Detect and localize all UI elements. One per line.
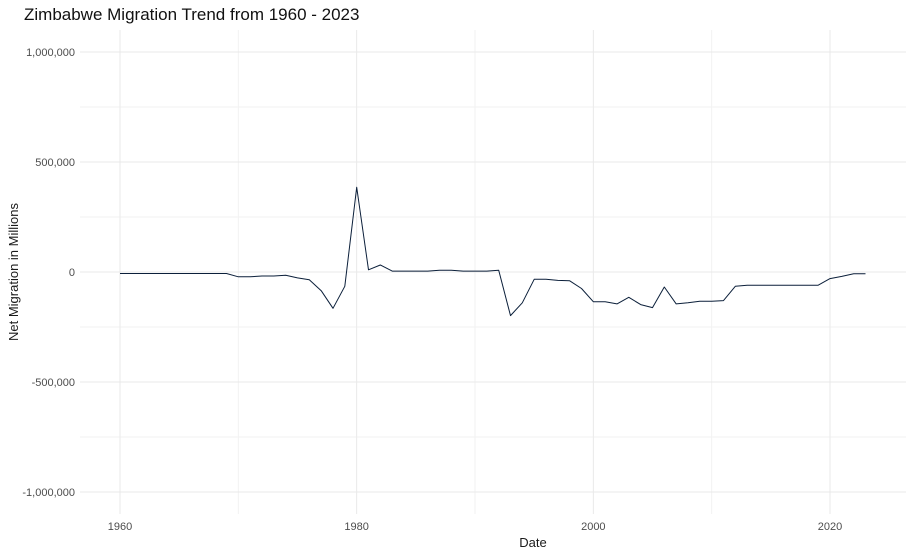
y-tick-label: 1,000,000 bbox=[26, 47, 75, 59]
x-tick-label: 1980 bbox=[344, 521, 368, 533]
x-tick-label: 2020 bbox=[818, 521, 842, 533]
y-tick-label: 500,000 bbox=[35, 157, 75, 169]
series-layer bbox=[120, 186, 866, 317]
y-tick-label: -1,000,000 bbox=[22, 487, 75, 499]
x-tick-label: 1960 bbox=[108, 521, 132, 533]
y-tick-label: -500,000 bbox=[32, 377, 75, 389]
y-axis-title: Net Migration in Millions bbox=[6, 203, 21, 341]
tick-labels: 1960 1980 2000 2020 -1,000,000 -500,000 0 500,0… bbox=[22, 47, 842, 533]
series-line bbox=[120, 186, 866, 317]
y-tick-label: 0 bbox=[69, 267, 75, 279]
chart-title: Zimbabwe Migration Trend from 1960 - 202… bbox=[24, 5, 360, 24]
grid bbox=[80, 30, 906, 514]
x-axis-title: Date bbox=[519, 535, 546, 550]
x-tick-label: 2000 bbox=[581, 521, 605, 533]
